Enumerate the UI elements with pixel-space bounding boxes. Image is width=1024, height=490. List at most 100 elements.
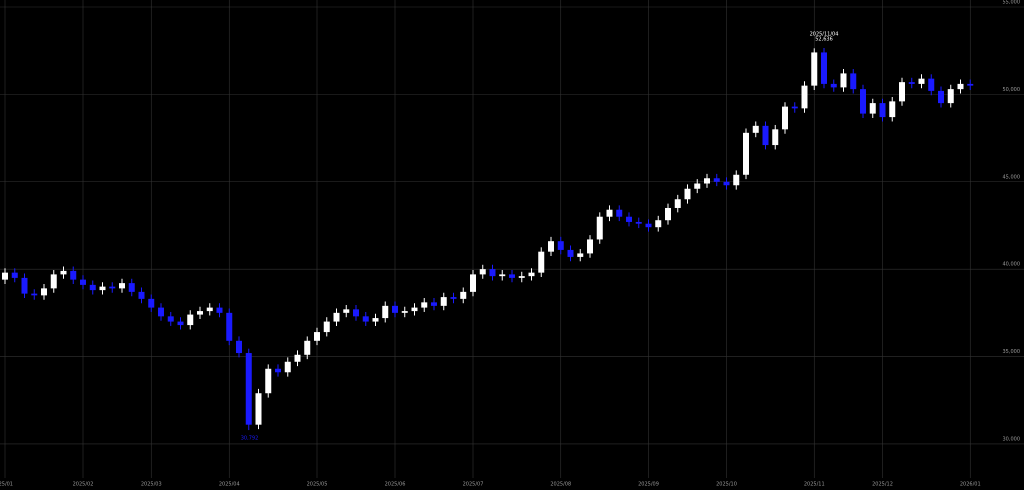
candle-body: [401, 311, 408, 313]
candle-body: [616, 209, 623, 217]
candle-body: [80, 279, 86, 285]
candle-body: [723, 181, 730, 186]
candle-body: [11, 272, 18, 278]
candle-body: [635, 221, 642, 224]
y-tick-label: 30,000: [1003, 436, 1021, 442]
candle-body: [372, 318, 379, 322]
candle-body: [158, 307, 164, 317]
candle-body: [265, 368, 272, 394]
y-tick-label: 45,000: [1003, 174, 1021, 180]
candle-body: [889, 101, 896, 118]
candle-body: [470, 274, 476, 292]
candle-body: [382, 305, 389, 319]
candle-body: [596, 216, 603, 240]
candle-body: [138, 291, 145, 299]
candle-body: [294, 354, 301, 362]
candle-body: [99, 286, 106, 291]
candle-body: [918, 78, 925, 84]
candle-body: [479, 269, 486, 275]
y-tick-label: 55,000: [1003, 0, 1021, 5]
candle-body: [733, 174, 740, 186]
y-tick-label: 40,000: [1003, 262, 1021, 268]
candle-body: [665, 207, 671, 221]
candle-body: [489, 269, 496, 277]
candle-body: [967, 83, 974, 86]
x-tick-label: 2025/11: [804, 482, 825, 488]
candle-body: [704, 178, 710, 184]
candle-body: [50, 274, 57, 289]
candle-body: [782, 106, 788, 130]
candle-body: [957, 83, 964, 90]
high-annotation: 2025/11/04: [810, 32, 839, 38]
candle-body: [119, 283, 125, 289]
candle-body: [236, 340, 242, 354]
x-tick-label: 2025/07: [463, 482, 484, 488]
candle-body: [314, 332, 320, 341]
candle-body: [850, 73, 857, 90]
candle-body: [509, 274, 515, 278]
candle-body: [148, 298, 155, 308]
candle-body: [908, 82, 915, 84]
candle-body: [538, 251, 545, 273]
candle-body: [694, 183, 701, 189]
x-tick-label: 2025/02: [73, 482, 94, 488]
low-annotation: 30,792: [241, 436, 259, 442]
candle-body: [762, 125, 769, 146]
candle-body: [362, 316, 369, 322]
x-tick-label: 2025/06: [385, 482, 406, 488]
candle-body: [684, 188, 691, 200]
candle-body: [70, 270, 77, 280]
x-tick-label: 2025/01: [0, 482, 13, 488]
candle-body: [860, 89, 866, 114]
candle-body: [567, 249, 574, 257]
candle-body: [255, 393, 262, 425]
candle-body: [411, 307, 418, 312]
candle-body: [499, 274, 506, 277]
candle-body: [333, 312, 340, 322]
candle-body: [440, 297, 447, 306]
candle-body: [674, 199, 681, 208]
y-tick-label: 35,000: [1003, 349, 1021, 355]
candle-body: [713, 178, 720, 182]
candle-body: [587, 239, 593, 254]
candle-body: [606, 209, 613, 217]
candle-body: [109, 286, 116, 289]
x-tick-label: 2025/05: [307, 482, 328, 488]
x-tick-label: 2025/12: [872, 482, 893, 488]
candle-body: [197, 311, 203, 315]
candle-body: [392, 305, 398, 313]
candle-body: [353, 309, 359, 317]
candle-body: [343, 309, 350, 313]
candle-body: [821, 52, 827, 84]
candle-body: [323, 321, 330, 333]
high-annotation: 52,636: [815, 37, 833, 43]
candle-body: [938, 90, 944, 104]
x-tick-label: 2025/08: [550, 482, 571, 488]
candle-body: [752, 125, 759, 133]
candle-body: [928, 78, 935, 91]
candle-body: [60, 270, 67, 275]
candle-body: [528, 272, 535, 277]
candle-body: [206, 307, 213, 312]
candle-body: [518, 276, 525, 278]
candle-body: [830, 83, 837, 88]
candle-body: [801, 85, 808, 109]
candle-body: [2, 272, 8, 280]
candle-body: [187, 314, 194, 326]
candle-body: [460, 291, 467, 299]
candle-body: [284, 361, 291, 373]
candle-body: [557, 241, 564, 250]
candle-body: [89, 284, 96, 291]
candle-body: [275, 368, 281, 373]
candle-body: [811, 52, 818, 86]
y-tick-label: 50,000: [1003, 87, 1021, 93]
candle-body: [577, 253, 584, 257]
candle-body: [245, 353, 252, 425]
x-tick-label: 2025/03: [141, 482, 162, 488]
candle-body: [450, 297, 457, 299]
candle-body: [899, 82, 905, 102]
candle-body: [421, 302, 428, 308]
candle-body: [128, 283, 135, 292]
